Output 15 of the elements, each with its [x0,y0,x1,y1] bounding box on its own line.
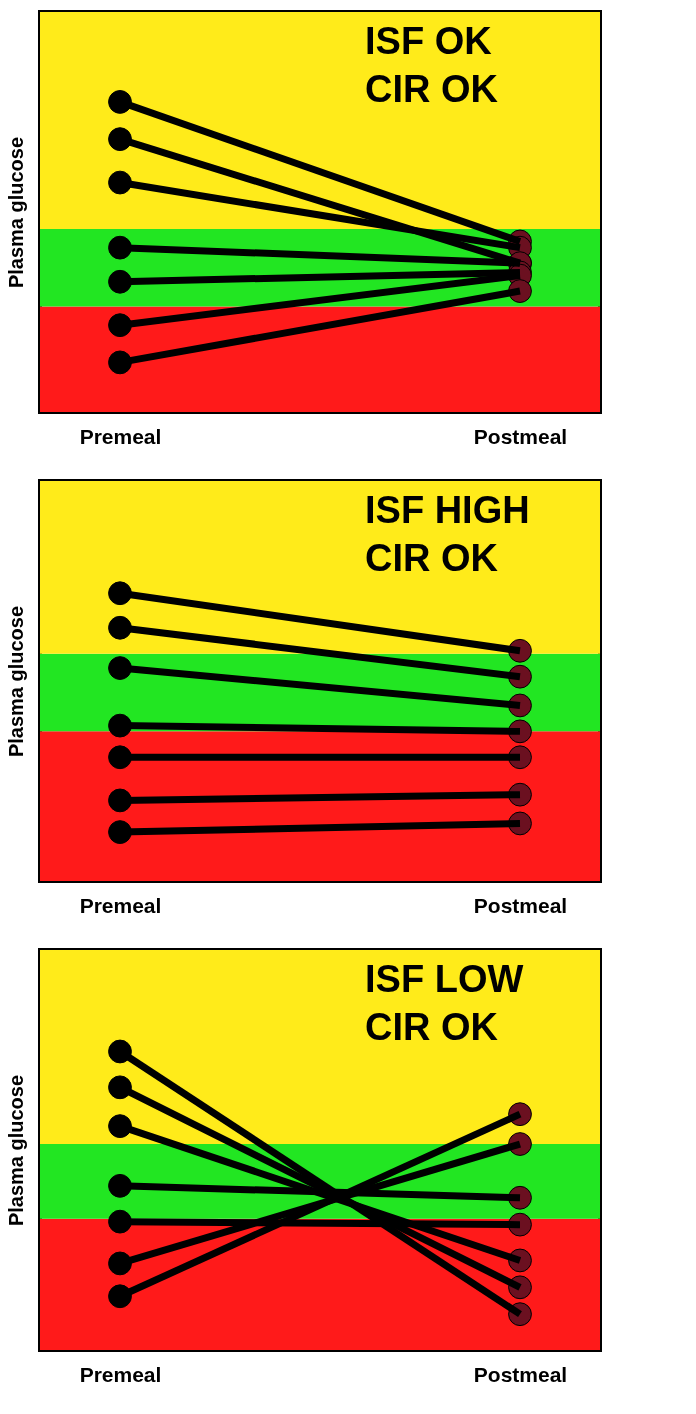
text: ISF OK [365,20,493,62]
y-axis-title: Plasma glucose [4,1074,27,1227]
text: CIR OK [365,1006,499,1048]
x-tick-label: Premeal [79,424,162,448]
x-tick-label: Premeal [79,893,162,917]
x-tick-label: Postmeal [473,424,568,448]
y-axis-title: Plasma glucose [4,605,27,758]
text: CIR OK [365,537,499,579]
x-tick-label: Postmeal [473,893,568,917]
annotation: CIR OK [365,68,499,110]
x-tick-label: Postmeal [473,1362,568,1386]
text: ISF LOW [365,958,524,1000]
text: ISF HIGH [365,489,530,531]
x-tick-label: Premeal [79,1362,162,1386]
y-axis-title: Plasma glucose [4,136,27,289]
